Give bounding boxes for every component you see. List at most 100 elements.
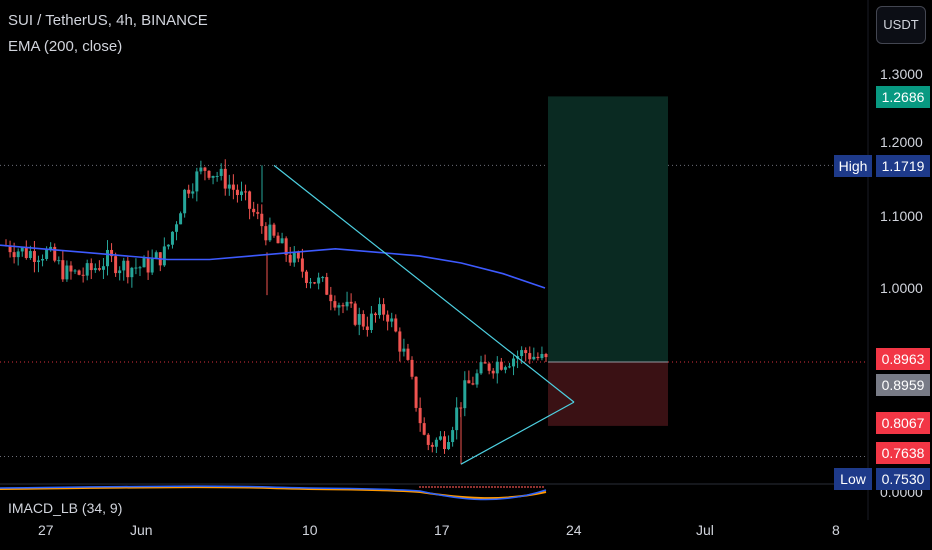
candle-body bbox=[479, 362, 483, 374]
symbol-legend[interactable]: SUI / TetherUS, 4h, BINANCE bbox=[8, 12, 208, 29]
candle-body bbox=[390, 318, 394, 322]
candle-body bbox=[442, 436, 446, 450]
candle-body bbox=[544, 353, 548, 358]
candle-body bbox=[284, 238, 288, 255]
high-price-label: 1.1719 bbox=[876, 155, 930, 177]
price-tick: 1.3000 bbox=[880, 66, 923, 82]
candle-body bbox=[475, 373, 479, 385]
candle-body bbox=[499, 361, 503, 370]
candle-body bbox=[203, 167, 207, 171]
stop-zone bbox=[548, 361, 668, 426]
macd-legend[interactable]: IMACD_LB (34, 9) bbox=[8, 500, 123, 516]
candle-body bbox=[426, 434, 430, 445]
candle-body bbox=[536, 356, 540, 359]
target-price-label: 1.2686 bbox=[876, 86, 930, 108]
ema-line bbox=[0, 244, 546, 289]
candle-body bbox=[244, 191, 248, 193]
candle-body bbox=[227, 184, 231, 189]
candle-body bbox=[313, 282, 317, 284]
candle-body bbox=[28, 251, 32, 259]
low-price-label: 0.7530 bbox=[876, 468, 930, 490]
candle-body bbox=[215, 175, 219, 177]
candle-body bbox=[438, 436, 442, 440]
candle-body bbox=[101, 266, 105, 270]
candle-body bbox=[503, 367, 507, 370]
mark-price-label: 0.7638 bbox=[876, 442, 930, 464]
time-tick: 8 bbox=[832, 522, 840, 538]
currency-button[interactable]: USDT bbox=[876, 6, 926, 44]
time-tick: Jul bbox=[696, 522, 714, 538]
candle-body bbox=[179, 213, 183, 225]
candle-body bbox=[317, 277, 321, 284]
candle-body bbox=[248, 191, 252, 209]
candle-body bbox=[12, 252, 16, 258]
price-tick: 1.2000 bbox=[880, 134, 923, 150]
candle-body bbox=[49, 246, 53, 250]
candle-body bbox=[187, 189, 191, 194]
candle-body bbox=[142, 258, 146, 268]
candle-body bbox=[118, 270, 122, 274]
candle-body bbox=[414, 376, 418, 408]
time-tick: 24 bbox=[566, 522, 582, 538]
candle-body bbox=[406, 348, 410, 360]
candle-body bbox=[288, 254, 292, 263]
candle-body bbox=[93, 268, 97, 271]
candle-body bbox=[304, 271, 308, 283]
ema-legend[interactable]: EMA (200, close) bbox=[8, 38, 123, 55]
target-zone bbox=[548, 96, 668, 362]
candle-body bbox=[373, 313, 377, 316]
candle-body bbox=[260, 213, 264, 227]
candle-body bbox=[61, 260, 65, 280]
candle-body bbox=[337, 305, 341, 308]
candle-body bbox=[16, 251, 20, 258]
candle-body bbox=[357, 314, 361, 325]
candle-body bbox=[97, 268, 101, 270]
candle-body bbox=[402, 348, 406, 352]
candle-body bbox=[114, 256, 118, 274]
candle-body bbox=[256, 212, 260, 214]
candle-body bbox=[333, 301, 337, 308]
candle-body bbox=[191, 191, 195, 194]
candle-body bbox=[264, 226, 268, 241]
candle-body bbox=[451, 430, 455, 443]
price-tick: 1.1000 bbox=[880, 208, 923, 224]
candle-body bbox=[207, 170, 211, 178]
candle-body bbox=[507, 366, 511, 368]
candle-body bbox=[126, 260, 130, 278]
candle-body bbox=[24, 247, 28, 259]
candle-body bbox=[134, 267, 138, 269]
candle-body bbox=[520, 350, 524, 357]
candle-body bbox=[69, 265, 73, 272]
candle-body bbox=[146, 258, 150, 273]
candle-body bbox=[540, 353, 544, 359]
candle-body bbox=[130, 267, 134, 278]
candle-body bbox=[235, 189, 239, 196]
candle-body bbox=[495, 361, 499, 374]
candle-body bbox=[268, 224, 272, 241]
candle-body bbox=[321, 277, 325, 279]
candle-body bbox=[418, 407, 422, 424]
high-tag: High bbox=[834, 155, 872, 177]
candle-body bbox=[162, 246, 166, 266]
candle-body bbox=[447, 442, 451, 450]
candle-body bbox=[483, 362, 487, 364]
candle-body bbox=[463, 380, 467, 409]
time-tick: 17 bbox=[434, 522, 450, 538]
candle-body bbox=[378, 304, 382, 316]
candle-body bbox=[32, 251, 36, 262]
candle-body bbox=[292, 252, 296, 263]
candle-body bbox=[309, 282, 313, 284]
candle-body bbox=[20, 247, 24, 252]
macd-line bbox=[0, 485, 547, 501]
price-tick: 1.0000 bbox=[880, 280, 923, 296]
candle-body bbox=[487, 363, 491, 371]
macd-signal-line bbox=[0, 486, 547, 500]
time-tick: 27 bbox=[38, 522, 54, 538]
candle-body bbox=[329, 294, 333, 302]
candle-body bbox=[467, 380, 471, 384]
candle-body bbox=[524, 350, 528, 354]
candle-body bbox=[65, 265, 69, 280]
candle-body bbox=[296, 252, 300, 259]
candle-body bbox=[341, 305, 345, 307]
